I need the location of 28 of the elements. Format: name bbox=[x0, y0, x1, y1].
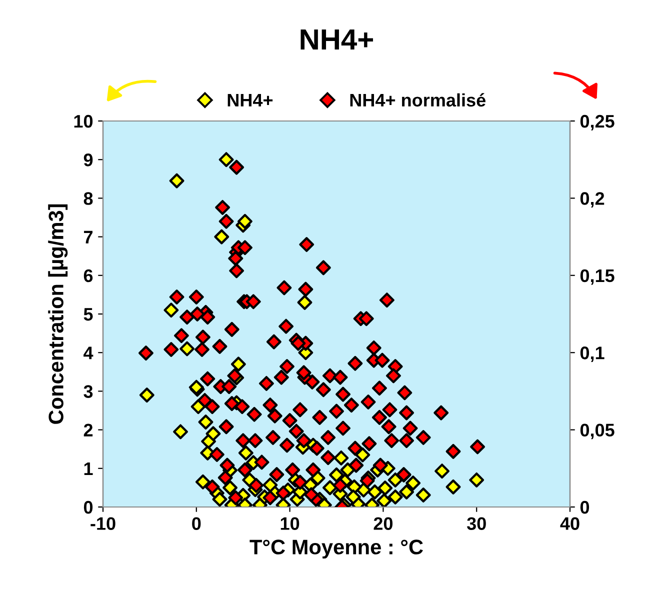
y2-tick-label: 0,1 bbox=[580, 346, 604, 362]
x-axis-title: T°C Moyenne : °C bbox=[250, 540, 423, 559]
x-tick-label: 20 bbox=[374, 517, 392, 530]
x-tick-label: 10 bbox=[280, 517, 300, 530]
x-tick-label: 30 bbox=[466, 517, 486, 530]
x-tick-label: 40 bbox=[560, 517, 580, 530]
y-tick-label: 8 bbox=[84, 192, 93, 205]
chart-title: NH4+ bbox=[300, 29, 374, 50]
y2-tick-label: 0,2 bbox=[580, 192, 604, 208]
y-tick-label: 10 bbox=[74, 114, 93, 128]
y-tick-label: 6 bbox=[84, 269, 93, 282]
y-tick-label: 0 bbox=[84, 500, 93, 514]
legend-label: NH4+ normalisé bbox=[350, 93, 486, 107]
y2-tick-label: 0 bbox=[580, 500, 590, 514]
y2-tick-label: 0,25 bbox=[580, 114, 614, 130]
y-tick-label: 4 bbox=[84, 346, 94, 360]
y-tick-label: 3 bbox=[84, 385, 93, 398]
x-tick-label: -10 bbox=[90, 517, 116, 530]
y-tick-label: 2 bbox=[84, 424, 93, 436]
y-tick-label: 9 bbox=[84, 154, 93, 166]
y-tick-label: 5 bbox=[84, 308, 93, 321]
y-tick-label: 1 bbox=[84, 462, 93, 475]
y2-tick-label: 0,15 bbox=[580, 269, 614, 285]
y-tick-label: 7 bbox=[84, 230, 92, 244]
y-axis-title: Concentration [µg/m3] bbox=[48, 204, 68, 424]
legend-label: NH4+ bbox=[228, 94, 273, 106]
x-tick-label: 0 bbox=[192, 517, 201, 530]
y2-tick-label: 0,05 bbox=[580, 424, 614, 440]
